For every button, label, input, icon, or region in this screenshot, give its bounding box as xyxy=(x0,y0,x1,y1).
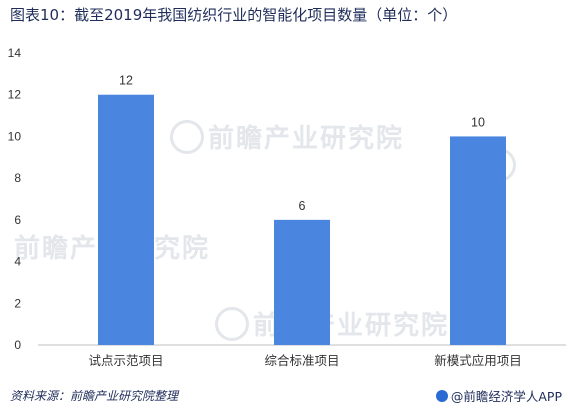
bar xyxy=(98,94,154,345)
y-tick-label: 4 xyxy=(14,255,21,269)
brand-text: @前瞻经济学人APP xyxy=(450,389,562,404)
bar xyxy=(450,136,506,345)
data-label: 10 xyxy=(471,115,485,129)
y-tick-label: 14 xyxy=(8,46,22,60)
y-tick-label: 10 xyxy=(8,129,22,143)
y-tick-label: 2 xyxy=(14,296,21,310)
brand-logo-icon xyxy=(435,390,448,402)
data-label: 6 xyxy=(299,199,306,213)
x-tick-label: 综合标准项目 xyxy=(264,353,339,368)
y-tick-label: 8 xyxy=(14,171,21,185)
x-tick-label: 新模式应用项目 xyxy=(434,353,522,368)
x-tick-label: 试点示范项目 xyxy=(88,353,163,368)
y-tick-label: 12 xyxy=(8,88,22,102)
y-tick-label: 0 xyxy=(14,338,21,352)
y-tick-label: 6 xyxy=(14,213,21,227)
brand-credit: @前瞻经济学人APP xyxy=(435,386,562,405)
bar xyxy=(274,219,330,345)
data-label: 12 xyxy=(119,74,133,88)
source-note: 资料来源：前瞻产业研究院整理 xyxy=(10,389,179,403)
chart-title: 图表10：截至2019年我国纺织行业的智能化项目数量（单位：个） xyxy=(10,6,458,24)
